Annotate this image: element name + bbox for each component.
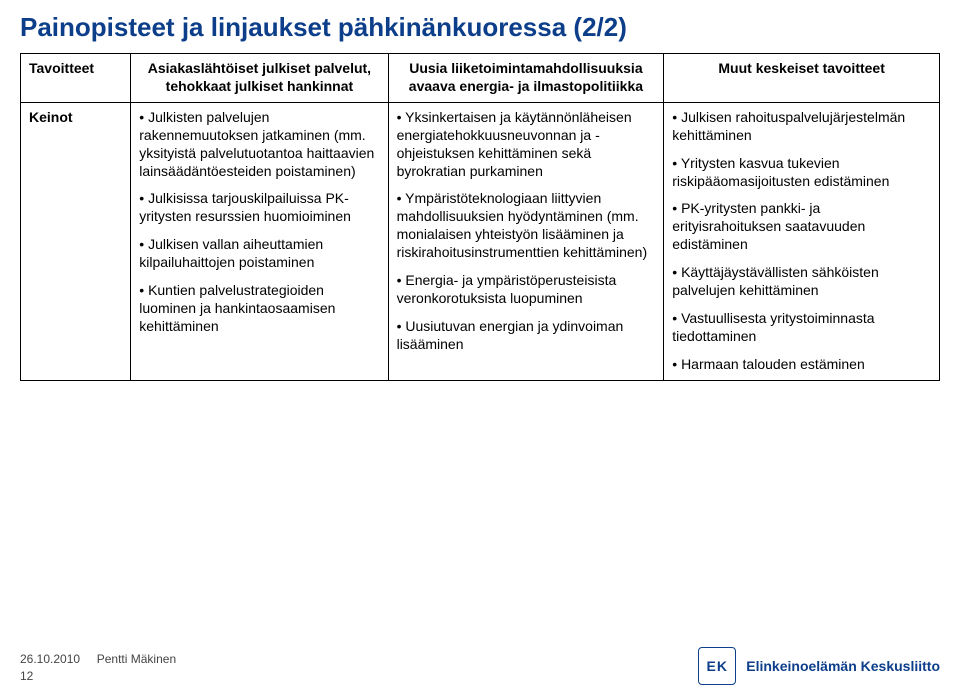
- footer: 26.10.2010 Pentti Mäkinen 12 EK Elinkein…: [20, 641, 940, 685]
- list-item: Ympäristöteknologiaan liittyvien mahdoll…: [397, 190, 656, 262]
- ek-logo-icon: EK: [698, 647, 736, 685]
- footer-meta: 26.10.2010 Pentti Mäkinen 12: [20, 651, 176, 685]
- org-name: Elinkeinoelämän Keskusliitto: [746, 658, 940, 674]
- list-item: Energia- ja ympäristöperusteisista veron…: [397, 272, 656, 308]
- table-body-row: Keinot Julkisten palvelujen rakennemuuto…: [21, 102, 940, 380]
- slide-page: Painopisteet ja linjaukset pähkinänkuore…: [0, 0, 960, 695]
- header-col-3: Muut keskeiset tavoitteet: [664, 54, 940, 103]
- list-item: Julkisten palvelujen rakennemuutoksen ja…: [139, 109, 379, 181]
- header-col-1: Asiakaslähtöiset julkiset palvelut, teho…: [131, 54, 388, 103]
- list-item: Julkisen vallan aiheuttamien kilpailuhai…: [139, 236, 379, 272]
- bullet-list-col1: Julkisten palvelujen rakennemuutoksen ja…: [139, 109, 379, 336]
- list-item: Yksinkertaisen ja käytännönläheisen ener…: [397, 109, 656, 181]
- footer-date: 26.10.2010: [20, 652, 80, 666]
- footer-author: Pentti Mäkinen: [97, 652, 176, 666]
- row-label: Keinot: [21, 102, 131, 380]
- list-item: Julkisen rahoituspalvelujärjestelmän keh…: [672, 109, 931, 145]
- bullet-list-col2: Yksinkertaisen ja käytännönläheisen ener…: [397, 109, 656, 354]
- header-col-2: Uusia liiketoimintamahdollisuuksia avaav…: [388, 54, 664, 103]
- list-item: Yritysten kasvua tukevien riskipääomasij…: [672, 155, 931, 191]
- page-title: Painopisteet ja linjaukset pähkinänkuore…: [20, 12, 940, 43]
- cell-col-2: Yksinkertaisen ja käytännönläheisen ener…: [388, 102, 664, 380]
- table-header-row: Tavoitteet Asiakaslähtöiset julkiset pal…: [21, 54, 940, 103]
- list-item: Kuntien palvelustrategioiden luominen ja…: [139, 282, 379, 336]
- cell-col-1: Julkisten palvelujen rakennemuutoksen ja…: [131, 102, 388, 380]
- cell-col-3: Julkisen rahoituspalvelujärjestelmän keh…: [664, 102, 940, 380]
- org-logo: EK Elinkeinoelämän Keskusliitto: [698, 647, 940, 685]
- list-item: Julkisissa tarjouskilpailuissa PK-yritys…: [139, 190, 379, 226]
- list-item: Uusiutuvan energian ja ydinvoiman lisääm…: [397, 318, 656, 354]
- list-item: PK-yritysten pankki- ja erityisrahoituks…: [672, 200, 931, 254]
- footer-page-number: 12: [20, 668, 176, 685]
- list-item: Käyttäjäystävällisten sähköisten palvelu…: [672, 264, 931, 300]
- list-item: Harmaan talouden estäminen: [672, 356, 931, 374]
- bullet-list-col3: Julkisen rahoituspalvelujärjestelmän keh…: [672, 109, 931, 374]
- list-item: Vastuullisesta yritystoiminnasta tiedott…: [672, 310, 931, 346]
- content-table: Tavoitteet Asiakaslähtöiset julkiset pal…: [20, 53, 940, 381]
- header-col-0: Tavoitteet: [21, 54, 131, 103]
